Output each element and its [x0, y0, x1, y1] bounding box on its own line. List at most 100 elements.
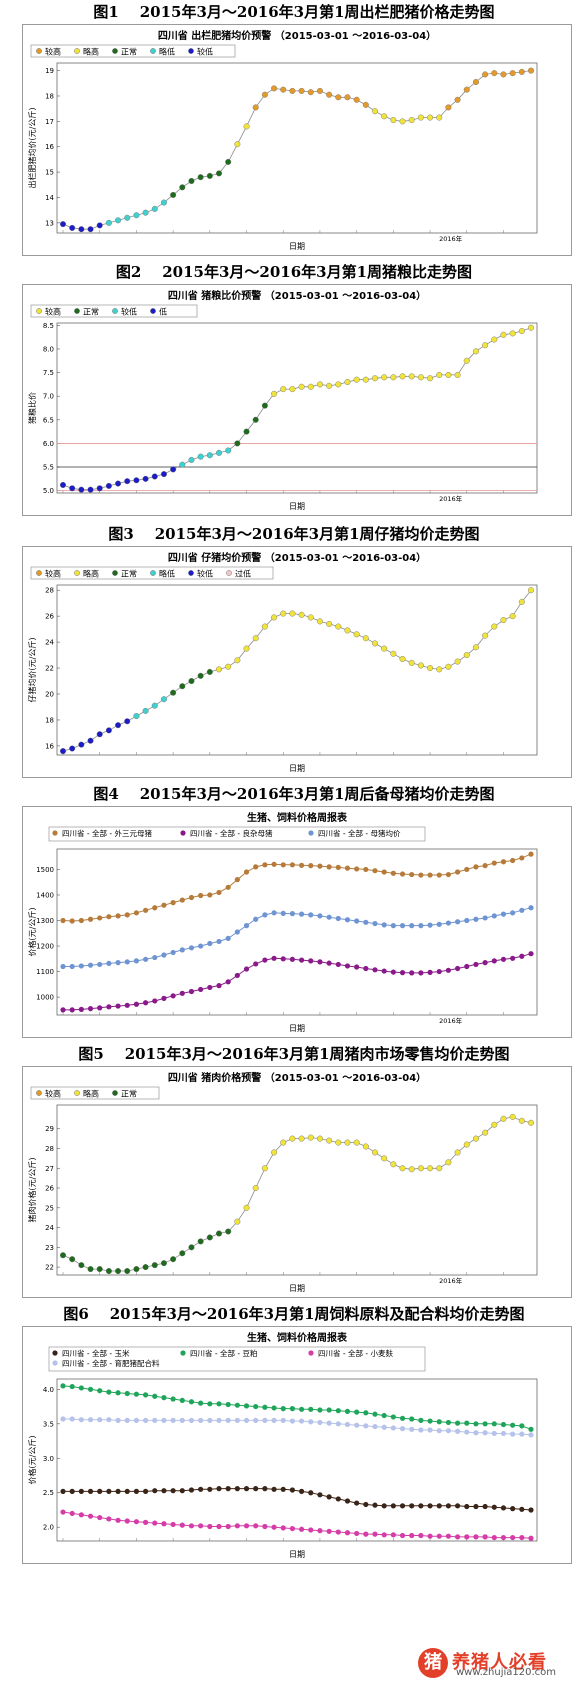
y-tick-label-1: 23: [45, 1244, 54, 1252]
figure-title-2: 图2 2015年3月～2016年3月第1周猪粮比走势图: [115, 263, 473, 281]
data-point-0-3: [87, 1266, 94, 1273]
data-point-1-3: [87, 1386, 94, 1392]
data-point-1-2: [78, 1006, 84, 1012]
data-point-0-37: [399, 655, 406, 662]
data-point-1-10: [152, 1393, 158, 1399]
data-point-1-9: [142, 1392, 149, 1398]
data-point-0-2: [78, 486, 85, 493]
data-point-1-45: [473, 961, 479, 968]
legend-box: [48, 1346, 426, 1372]
y-tick-label-6: 19: [45, 67, 54, 75]
data-point-0-50: [519, 855, 525, 861]
data-point-0-47: [491, 70, 498, 77]
data-point-0-38: [408, 659, 415, 666]
data-point-0-47: [491, 860, 497, 866]
data-point-1-24: [280, 956, 286, 962]
data-point-2-28: [317, 1528, 323, 1534]
legend-marker-1: [74, 1090, 80, 1096]
data-point-2-6: [115, 960, 121, 966]
data-point-0-12: [170, 1256, 177, 1263]
chart-subtitle: 四川省 猪肉价格预警 （2015-03-01 ～2016-03-04）: [168, 1071, 426, 1084]
data-point-2-44: [464, 917, 470, 924]
data-point-0-0: [60, 748, 67, 755]
data-point-1-36: [390, 969, 396, 975]
data-point-0-44: [464, 1503, 470, 1510]
data-point-0-41: [436, 371, 443, 378]
data-point-0-20: [243, 123, 250, 130]
data-point-0-11: [160, 199, 167, 206]
legend-marker-3: [150, 48, 156, 54]
data-point-2-37: [399, 923, 406, 929]
data-point-0-23: [271, 1486, 277, 1492]
data-point-0-12: [170, 466, 177, 473]
data-point-1-24: [280, 1406, 286, 1412]
data-point-3-24: [280, 1417, 286, 1423]
data-point-1-20: [243, 966, 250, 972]
series-line-1: [62, 1385, 532, 1430]
data-point-1-18: [225, 979, 231, 985]
data-point-3-38: [409, 1426, 415, 1432]
data-point-1-40: [427, 969, 433, 975]
data-point-3-27: [308, 1419, 314, 1425]
data-point-0-27: [308, 1490, 314, 1496]
data-point-0-38: [408, 1166, 415, 1173]
data-point-0-19: [234, 877, 240, 883]
data-point-0-24: [280, 1486, 286, 1492]
legend-label-2: 四川省 - 全部 - 母猪均价: [318, 828, 401, 838]
legend-marker-3: [150, 570, 156, 576]
data-point-0-25: [289, 1135, 296, 1142]
data-point-0-23: [271, 390, 278, 397]
data-point-0-7: [124, 718, 131, 725]
data-point-0-40: [427, 1165, 434, 1172]
data-point-1-22: [262, 1404, 268, 1410]
data-point-2-46: [482, 915, 488, 921]
data-point-1-41: [436, 968, 442, 975]
data-point-1-44: [464, 963, 470, 970]
figure-title-4: 图4 2015年3月～2016年3月第1周后备母猪均价走势图: [93, 785, 495, 803]
data-point-0-15: [198, 892, 204, 899]
legend-label-3: 略低: [159, 47, 175, 57]
data-point-2-49: [510, 910, 516, 916]
data-point-0-16: [207, 892, 213, 898]
y-tick-label-5: 1500: [36, 866, 54, 874]
data-point-1-14: [188, 1399, 195, 1405]
data-point-0-24: [280, 862, 286, 868]
data-point-0-6: [115, 1488, 121, 1494]
plot-area: [56, 584, 538, 756]
data-point-3-20: [243, 1417, 250, 1423]
data-point-0-5: [105, 1268, 112, 1275]
data-point-2-34: [372, 1531, 378, 1537]
data-point-2-20: [243, 1523, 250, 1529]
data-point-0-23: [271, 1149, 278, 1156]
data-point-0-50: [519, 1506, 525, 1512]
data-point-0-20: [243, 1204, 250, 1211]
series-line-0: [62, 589, 532, 752]
data-point-0-13: [179, 1488, 185, 1494]
y-tick-label-5: 27: [45, 1165, 54, 1173]
plot-area: [56, 322, 538, 494]
data-point-0-44: [463, 86, 470, 93]
data-point-0-51: [528, 67, 535, 74]
data-point-0-1: [69, 485, 76, 492]
data-point-0-14: [188, 894, 195, 901]
data-point-0-26: [298, 1488, 305, 1494]
y-tick-label-0: 5.0: [43, 487, 54, 495]
data-point-1-37: [399, 970, 406, 976]
x-axis-label: 日期: [289, 1284, 305, 1293]
x-axis-label: 日期: [289, 502, 305, 511]
data-point-1-28: [317, 959, 323, 965]
data-point-0-16: [206, 1234, 213, 1241]
data-point-0-31: [344, 865, 351, 871]
data-point-0-28: [317, 863, 323, 869]
data-point-0-22: [261, 91, 268, 98]
data-point-0-40: [427, 665, 434, 672]
data-point-3-6: [115, 1417, 121, 1423]
data-point-0-19: [234, 657, 241, 664]
data-point-3-9: [142, 1417, 149, 1423]
data-point-0-29: [326, 1137, 333, 1144]
data-point-0-43: [454, 658, 461, 665]
data-point-2-47: [491, 1534, 497, 1541]
legend-label-2: 正常: [121, 570, 137, 579]
data-point-1-15: [198, 1400, 204, 1406]
data-point-0-22: [262, 1486, 268, 1492]
